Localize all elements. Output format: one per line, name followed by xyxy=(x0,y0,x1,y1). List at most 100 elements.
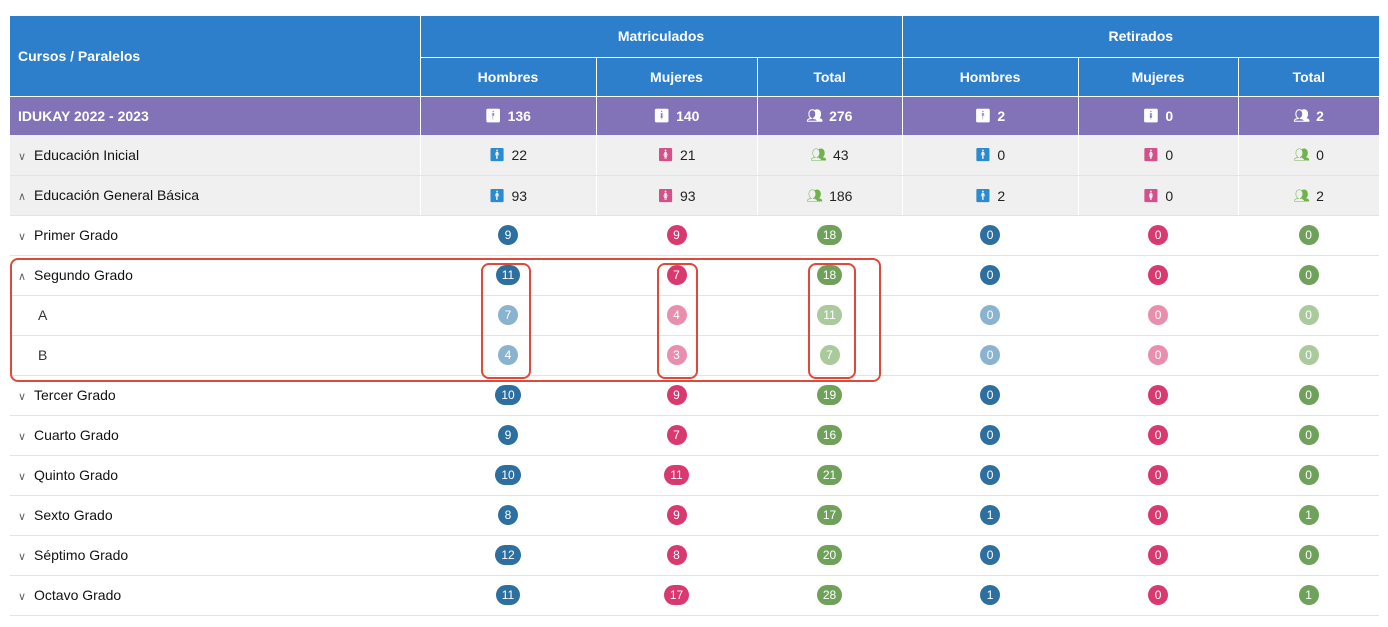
grade-matriculados-hombres-badge: 11 xyxy=(495,265,521,285)
year-matriculados-hombres: 136 xyxy=(507,108,531,125)
grade-matriculados-total-badge: 19 xyxy=(816,385,843,405)
level-label: Educación Inicial xyxy=(34,146,140,163)
grade-label: Cuarto Grado xyxy=(34,427,119,443)
chevron-up-icon[interactable]: ∧ xyxy=(18,271,27,283)
male-icon: 🚹︎ xyxy=(488,147,506,163)
section-row[interactable]: B 4 3 7 0 0 0 xyxy=(10,335,1380,376)
grade-retirados-mujeres-badge: 0 xyxy=(1148,545,1169,565)
grade-row[interactable]: ∨ Tercer Grado 10 9 19 0 0 0 xyxy=(10,375,1380,416)
header-retirados-mujeres: Mujeres xyxy=(1078,57,1239,97)
grade-retirados-hombres-badge: 0 xyxy=(980,465,1001,485)
enrollment-table-container: Cursos / Paralelos Matriculados Retirado… xyxy=(10,16,1380,616)
female-icon: 🚺︎ xyxy=(653,108,671,124)
level-matriculados-total: 43 xyxy=(832,147,849,164)
enrollment-table: Cursos / Paralelos Matriculados Retirado… xyxy=(10,16,1380,616)
header-matriculados: Matriculados xyxy=(420,16,903,58)
level-retirados-hombres: 0 xyxy=(997,147,1006,164)
grade-row[interactable]: ∧ Segundo Grado 11 7 18 0 0 0 xyxy=(10,255,1380,296)
level-label: Educación General Básica xyxy=(34,187,199,203)
grade-matriculados-mujeres-badge: 7 xyxy=(666,265,687,285)
header-matriculados-hombres: Hombres xyxy=(420,57,597,97)
grade-matriculados-total-badge: 17 xyxy=(816,505,843,525)
level-matriculados-mujeres: 21 xyxy=(679,147,696,164)
chevron-down-icon[interactable]: ∨ xyxy=(18,150,27,163)
grade-row[interactable]: ∨ Séptimo Grado 12 8 20 0 0 0 xyxy=(10,535,1380,576)
grade-retirados-mujeres-badge: 0 xyxy=(1148,425,1169,445)
header-courses: Cursos / Paralelos xyxy=(10,16,421,97)
section-retirados-mujeres-badge: 0 xyxy=(1148,345,1169,365)
male-icon: 🚹︎ xyxy=(974,187,992,203)
grade-retirados-mujeres-badge: 0 xyxy=(1148,225,1169,245)
level-row[interactable]: ∨ Educación Inicial 🚹︎ 22 🚺︎ 21 👥︎ 43 🚹︎ 0 🚺︎ 0 👥︎ 0 xyxy=(10,135,1380,176)
grade-label: Tercer Grado xyxy=(34,387,116,403)
chevron-down-icon[interactable]: ∨ xyxy=(18,591,27,603)
grade-matriculados-hombres-badge: 11 xyxy=(495,585,521,605)
grade-matriculados-total-badge: 28 xyxy=(816,585,843,605)
male-icon: 🚹︎ xyxy=(974,147,992,163)
header-matriculados-mujeres: Mujeres xyxy=(596,57,758,97)
grade-matriculados-total-badge: 16 xyxy=(816,425,843,445)
grade-matriculados-total-badge: 18 xyxy=(816,225,843,245)
year-retirados-total: 2 xyxy=(1316,108,1324,125)
female-icon: 🚺︎ xyxy=(1142,147,1160,163)
year-retirados-hombres: 2 xyxy=(997,108,1006,125)
grade-row[interactable]: ∨ Octavo Grado 11 17 28 1 0 1 xyxy=(10,575,1380,616)
grade-label: Primer Grado xyxy=(34,227,119,243)
grade-label: Quinto Grado xyxy=(34,467,119,483)
grade-retirados-total-badge: 0 xyxy=(1298,265,1319,285)
section-row[interactable]: A 7 4 11 0 0 0 xyxy=(10,295,1380,336)
section-label: A xyxy=(38,307,48,323)
section-retirados-hombres-badge: 0 xyxy=(980,345,1001,365)
grade-retirados-hombres-badge: 0 xyxy=(980,385,1001,405)
level-matriculados-total: 186 xyxy=(829,187,853,204)
level-row[interactable]: ∧ Educación General Básica 🚹︎ 93 🚺︎ 93 👥︎ 186 🚹︎… xyxy=(10,175,1380,216)
grade-retirados-hombres-badge: 0 xyxy=(980,545,1001,565)
header-retirados: Retirados xyxy=(902,16,1380,58)
grade-retirados-hombres-badge: 0 xyxy=(980,265,1001,285)
grade-retirados-mujeres-badge: 0 xyxy=(1148,385,1169,405)
level-retirados-hombres: 2 xyxy=(997,187,1006,204)
grade-label: Séptimo Grado xyxy=(34,547,129,563)
chevron-down-icon[interactable]: ∨ xyxy=(18,431,27,443)
chevron-down-icon[interactable]: ∨ xyxy=(18,551,27,563)
grade-row[interactable]: ∨ Sexto Grado 8 9 17 1 0 1 xyxy=(10,495,1380,536)
chevron-down-icon[interactable]: ∨ xyxy=(18,231,27,243)
grade-matriculados-hombres-badge: 12 xyxy=(495,545,521,565)
grade-row[interactable]: ∨ Primer Grado 9 9 18 0 0 0 xyxy=(10,215,1380,256)
grade-matriculados-hombres-badge: 10 xyxy=(495,385,521,405)
grade-matriculados-mujeres-badge: 9 xyxy=(666,225,687,245)
grade-retirados-total-badge: 0 xyxy=(1298,545,1319,565)
grade-retirados-mujeres-badge: 0 xyxy=(1148,505,1169,525)
grade-matriculados-total-badge: 21 xyxy=(816,465,843,485)
grade-matriculados-hombres-badge: 8 xyxy=(498,505,518,525)
section-retirados-total-badge: 0 xyxy=(1298,345,1319,365)
level-matriculados-hombres: 22 xyxy=(511,147,528,164)
female-icon: 🚺︎ xyxy=(657,187,674,203)
male-icon: 🚹︎ xyxy=(488,187,506,203)
group-icon: 👥︎ xyxy=(1293,187,1311,203)
grade-retirados-hombres-badge: 1 xyxy=(980,585,1001,605)
year-matriculados-mujeres: 140 xyxy=(676,108,700,125)
grade-row[interactable]: ∨ Quinto Grado 10 11 21 0 0 0 xyxy=(10,455,1380,496)
year-matriculados-total: 276 xyxy=(829,108,853,125)
grade-retirados-total-badge: 1 xyxy=(1298,505,1319,525)
chevron-up-icon[interactable]: ∧ xyxy=(18,191,27,203)
level-matriculados-mujeres: 93 xyxy=(679,187,696,204)
chevron-down-icon[interactable]: ∨ xyxy=(18,471,27,483)
grade-retirados-total-badge: 0 xyxy=(1298,385,1319,405)
grade-label: Segundo Grado xyxy=(34,267,133,283)
section-matriculados-mujeres-badge: 3 xyxy=(666,345,687,365)
female-icon: 🚺︎ xyxy=(1142,108,1160,124)
level-matriculados-hombres: 93 xyxy=(511,187,528,204)
group-icon: 👥︎ xyxy=(806,108,824,124)
grade-row[interactable]: ∨ Cuarto Grado 9 7 16 0 0 0 xyxy=(10,415,1380,456)
grade-matriculados-mujeres-badge: 9 xyxy=(666,505,687,525)
group-icon: 👥︎ xyxy=(1293,108,1311,124)
grade-retirados-mujeres-badge: 0 xyxy=(1148,465,1169,485)
section-matriculados-total-badge: 11 xyxy=(817,305,842,325)
section-matriculados-total-badge: 7 xyxy=(819,345,840,365)
group-icon: 👥︎ xyxy=(806,187,824,203)
chevron-down-icon[interactable]: ∨ xyxy=(18,391,27,403)
grade-retirados-hombres-badge: 1 xyxy=(980,505,1001,525)
chevron-down-icon[interactable]: ∨ xyxy=(18,511,27,523)
